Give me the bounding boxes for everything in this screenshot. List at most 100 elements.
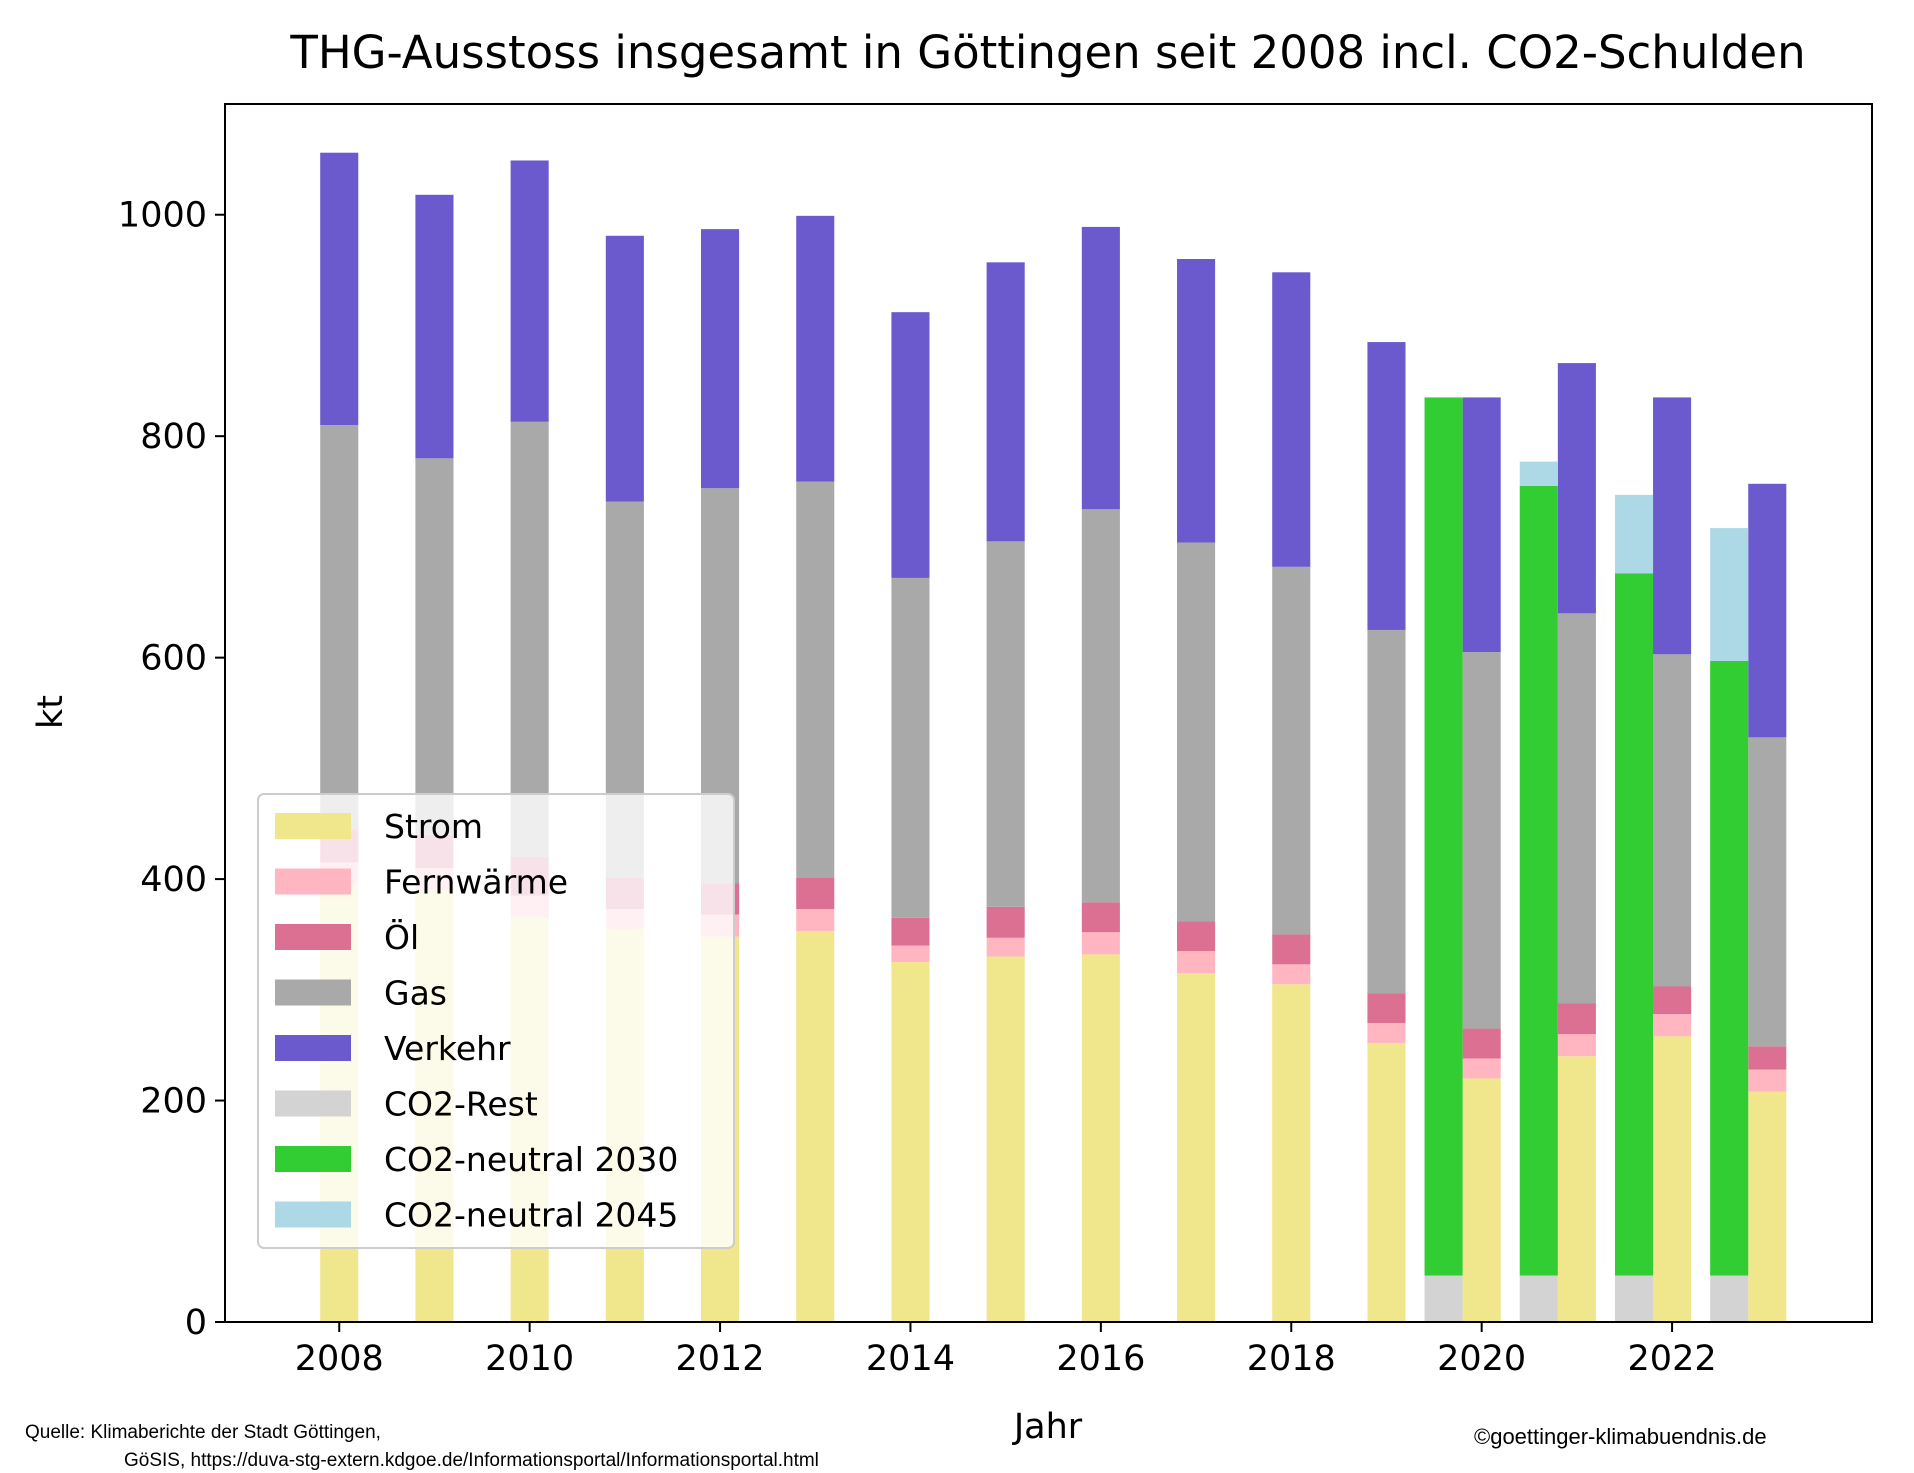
bar-strom-2020 — [1462, 1078, 1501, 1322]
bar-strom-2014 — [891, 962, 930, 1322]
bar-co2-neutral-2045-2022 — [1614, 494, 1654, 574]
legend-swatch-co2-neutral-2045 — [275, 1201, 351, 1228]
x-tick-label-2018: 2018 — [1247, 1339, 1336, 1379]
bar-gas-2014 — [891, 577, 930, 918]
bar-fernwaerme-2023 — [1748, 1069, 1787, 1092]
bar-fernwaerme-2018 — [1272, 964, 1311, 985]
bar-verkehr-2018 — [1272, 272, 1311, 567]
bar-oel-2015 — [986, 906, 1025, 938]
legend-label-fernwaerme: Fernwärme — [384, 863, 568, 902]
bar-verkehr-2015 — [986, 262, 1025, 542]
bar-verkehr-2022 — [1653, 397, 1692, 655]
legend: Strom Fernwärme Öl Gas Verkehr CO2-Rest CO2-ne… — [257, 793, 735, 1249]
legend-swatch-verkehr — [275, 1035, 351, 1061]
legend-swatch-strom — [275, 813, 351, 839]
bar-oel-2016 — [1081, 902, 1120, 933]
x-axis-label: Jahr — [1012, 1407, 1083, 1447]
legend-label-strom: Strom — [384, 807, 483, 846]
legend-swatch-oel — [275, 924, 351, 950]
bar-gas-2013 — [796, 481, 835, 878]
bar-verkehr-2009 — [415, 194, 454, 459]
legend-swatch-co2-rest — [275, 1090, 351, 1117]
y-tick-label-600: 600 — [140, 639, 207, 679]
bar-co2-rest-2022 — [1614, 1275, 1654, 1322]
source-line-1: Quelle: Klimaberichte der Stadt Göttinge… — [25, 1422, 381, 1443]
x-tick-label-2010: 2010 — [485, 1339, 574, 1379]
bar-gas-2022 — [1653, 654, 1692, 987]
bar-strom-2016 — [1081, 954, 1120, 1322]
bar-oel-2013 — [796, 877, 835, 909]
bar-verkehr-2013 — [796, 215, 835, 482]
y-tick-label-1000: 1000 — [118, 196, 207, 236]
bar-oel-2023 — [1748, 1046, 1787, 1070]
bar-verkehr-2011 — [605, 235, 644, 502]
bar-strom-2018 — [1272, 984, 1311, 1322]
bar-gas-2018 — [1272, 566, 1311, 935]
y-tick-label-200: 200 — [140, 1082, 207, 1122]
bar-verkehr-2021 — [1557, 363, 1596, 614]
bar-co2-neutral-2030-2022 — [1614, 573, 1654, 1276]
bar-oel-2017 — [1177, 921, 1216, 952]
bar-co2-neutral-2030-2023 — [1710, 660, 1749, 1276]
x-tick-label-2020: 2020 — [1437, 1339, 1526, 1379]
source-line-2: GöSIS, https://duva-stg-extern.kdgoe.de/… — [124, 1450, 819, 1471]
x-tick-label-2016: 2016 — [1056, 1339, 1145, 1379]
copyright-text: ©goettinger-klimabuendnis.de — [1474, 1424, 1767, 1449]
bar-gas-2009 — [415, 458, 454, 835]
chart-title: THG-Ausstoss insgesamt in Göttingen seit… — [289, 26, 1805, 79]
bar-oel-2019 — [1367, 993, 1406, 1024]
bar-gas-2021 — [1557, 613, 1596, 1004]
bar-verkehr-2012 — [701, 229, 740, 489]
bar-gas-2010 — [510, 421, 549, 857]
bar-strom-2015 — [986, 956, 1025, 1322]
bar-gas-2017 — [1177, 542, 1216, 922]
bar-co2-rest-2023 — [1710, 1275, 1749, 1322]
legend-label-oel: Öl — [384, 917, 419, 957]
bar-gas-2019 — [1367, 629, 1406, 994]
bar-strom-2023 — [1748, 1091, 1787, 1322]
axes-group: 2008 2010 2012 2014 2016 2018 2020 2022 0 200 400 6… — [118, 103, 1873, 1379]
bar-fernwaerme-2016 — [1081, 932, 1120, 955]
bar-gas-2016 — [1081, 509, 1120, 903]
bar-fernwaerme-2020 — [1462, 1058, 1501, 1079]
y-tick-label-0: 0 — [185, 1303, 207, 1343]
bar-fernwaerme-2021 — [1557, 1034, 1596, 1057]
bar-strom-2021 — [1557, 1056, 1596, 1322]
x-tick-label-2012: 2012 — [676, 1339, 765, 1379]
bar-strom-2013 — [796, 931, 835, 1322]
bar-verkehr-2016 — [1081, 226, 1120, 510]
bar-co2-neutral-2030-2020 — [1424, 397, 1463, 1276]
bar-co2-rest-2020 — [1424, 1275, 1463, 1322]
plot-frame — [224, 103, 1873, 1323]
legend-label-co2-neutral-2045: CO2-neutral 2045 — [384, 1196, 678, 1235]
bar-strom-2022 — [1653, 1036, 1692, 1322]
bar-fernwaerme-2013 — [796, 908, 835, 932]
bar-verkehr-2017 — [1177, 259, 1216, 543]
bar-gas-2015 — [986, 541, 1025, 907]
bar-gas-2020 — [1462, 652, 1501, 1029]
x-tick-label-2008: 2008 — [295, 1339, 384, 1379]
bar-oel-2014 — [891, 917, 930, 946]
bar-fernwaerme-2017 — [1177, 951, 1216, 974]
bar-co2-neutral-2045-2021 — [1519, 461, 1558, 487]
bar-fernwaerme-2014 — [891, 945, 930, 963]
bar-verkehr-2010 — [510, 160, 549, 422]
bar-oel-2020 — [1462, 1028, 1501, 1059]
legend-label-gas: Gas — [384, 974, 447, 1013]
legend-label-co2-neutral-2030: CO2-neutral 2030 — [384, 1140, 678, 1179]
bar-fernwaerme-2015 — [986, 937, 1025, 957]
y-axis-label: kt — [31, 695, 71, 729]
bar-fernwaerme-2019 — [1367, 1023, 1406, 1043]
y-tick-label-400: 400 — [140, 860, 207, 900]
bar-gas-2008 — [320, 425, 359, 830]
x-tick-label-2014: 2014 — [866, 1339, 955, 1379]
bar-fernwaerme-2022 — [1653, 1014, 1692, 1037]
y-tick-label-800: 800 — [140, 417, 207, 457]
bar-co2-rest-2021 — [1519, 1275, 1558, 1322]
bar-strom-2017 — [1177, 973, 1216, 1322]
legend-swatch-gas — [275, 979, 351, 1006]
bar-co2-neutral-2045-2023 — [1710, 528, 1749, 661]
bar-verkehr-2008 — [320, 152, 359, 426]
bar-gas-2023 — [1748, 737, 1787, 1047]
